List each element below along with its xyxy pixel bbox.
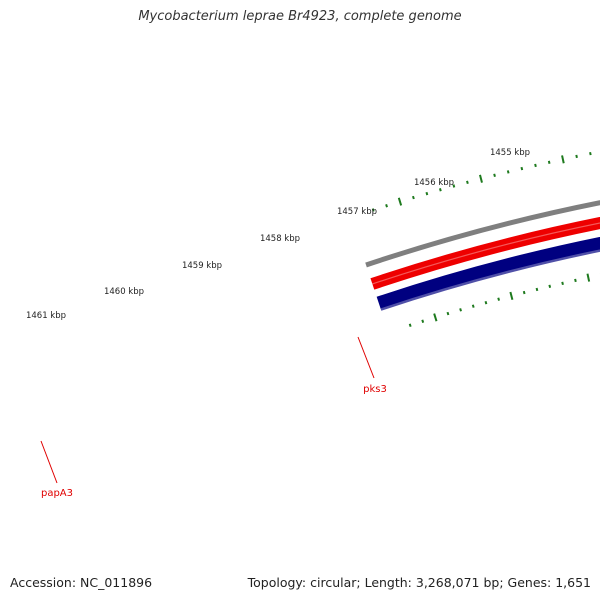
scale-tick-label: 1455 kbp bbox=[490, 148, 530, 158]
tick-mark bbox=[484, 300, 488, 305]
tick-mark bbox=[522, 290, 526, 295]
accession-text: Accession: NC_011896 bbox=[10, 575, 153, 590]
tick-mark bbox=[589, 151, 592, 156]
tick-mark bbox=[408, 323, 412, 327]
forward-gene-papA3 bbox=[370, 216, 600, 290]
tick-mark bbox=[534, 163, 537, 168]
outer-tick-marks bbox=[371, 151, 592, 212]
tick-mark bbox=[561, 281, 564, 286]
tick-mark bbox=[397, 197, 403, 206]
gene-label-papA3: papA3 bbox=[41, 488, 73, 499]
gene-leader-line bbox=[357, 336, 375, 379]
tick-mark bbox=[438, 188, 442, 192]
tick-mark bbox=[586, 273, 591, 282]
tick-mark bbox=[371, 208, 375, 212]
scale-tick-label: 1461 kbp bbox=[26, 311, 66, 321]
scale-tick-label: 1456 kbp bbox=[414, 178, 454, 188]
scale-tick-label: 1459 kbp bbox=[182, 261, 222, 271]
tick-mark bbox=[497, 297, 501, 301]
tick-mark bbox=[425, 191, 429, 196]
inner-tick-marks bbox=[408, 273, 600, 327]
scale-tick-label: 1457 kbp bbox=[337, 207, 377, 217]
feature-tracks bbox=[365, 200, 600, 311]
tick-mark bbox=[506, 170, 510, 174]
gene-label-pks3: pks3 bbox=[363, 384, 387, 395]
tick-mark bbox=[385, 204, 388, 208]
tick-mark bbox=[471, 304, 475, 308]
tick-mark bbox=[509, 291, 514, 300]
tick-mark bbox=[493, 173, 496, 177]
tick-mark bbox=[412, 195, 415, 200]
genome-stats-text: Topology: circular; Length: 3,268,071 bp… bbox=[247, 575, 591, 590]
gene-leader-line bbox=[40, 440, 58, 484]
map-title: Mycobacterium leprae Br4923, complete ge… bbox=[138, 9, 462, 24]
tick-mark bbox=[479, 174, 483, 183]
tick-mark bbox=[535, 287, 539, 292]
scale-tick-label: 1458 kbp bbox=[260, 234, 300, 244]
tick-mark bbox=[446, 311, 450, 316]
tick-mark bbox=[547, 160, 551, 164]
tick-mark bbox=[459, 308, 462, 312]
tick-mark bbox=[574, 278, 577, 283]
backbone-circle bbox=[365, 200, 600, 268]
labels: 1455 kbp 1456 kbp 1457 kbp 1458 kbp 1459 kbp… bbox=[26, 148, 530, 499]
tick-mark bbox=[548, 284, 552, 289]
tick-mark bbox=[520, 166, 524, 171]
tick-mark bbox=[433, 313, 438, 322]
tick-mark bbox=[575, 154, 578, 159]
reverse-gene-left bbox=[376, 236, 600, 310]
tick-mark bbox=[421, 319, 425, 323]
scale-tick-label: 1460 kbp bbox=[104, 287, 144, 297]
tick-mark bbox=[561, 155, 565, 164]
tick-mark bbox=[452, 184, 456, 188]
tick-mark bbox=[466, 180, 469, 185]
